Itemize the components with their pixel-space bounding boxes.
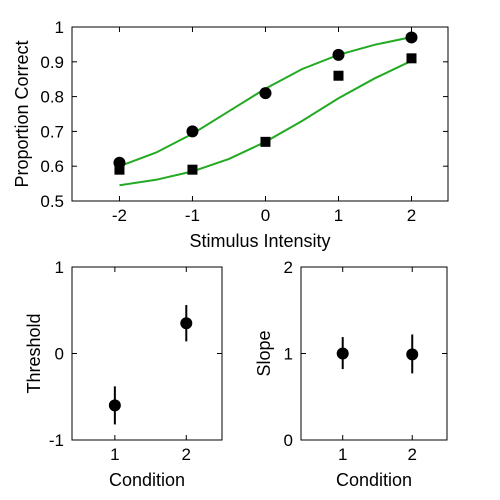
data-point-square bbox=[333, 70, 344, 81]
data-point-circle bbox=[180, 317, 193, 330]
x-tick-label: 1 bbox=[338, 445, 347, 464]
threshold-panel: 1 2 -1 0 1 Condition Threshold bbox=[24, 258, 223, 490]
x-tick-label: -1 bbox=[185, 206, 200, 225]
data-point-circle bbox=[332, 48, 345, 61]
x-tick-label: 2 bbox=[407, 206, 416, 225]
x-axis-label: Stimulus Intensity bbox=[189, 231, 330, 251]
data-point-square bbox=[114, 164, 125, 175]
x-tick-label: 2 bbox=[182, 445, 191, 464]
data-point-circle bbox=[406, 348, 419, 361]
axes-box bbox=[71, 266, 223, 441]
y-tick-label: 1 bbox=[55, 18, 64, 37]
data-point-circle bbox=[186, 125, 199, 138]
axes-box bbox=[71, 26, 449, 202]
data-point-circle bbox=[405, 31, 418, 44]
y-tick-label: 0 bbox=[284, 431, 293, 450]
y-tick-label: 0.7 bbox=[40, 122, 64, 141]
y-axis-label: Threshold bbox=[24, 313, 44, 393]
y-tick-label: 0 bbox=[55, 345, 64, 364]
fit-curve bbox=[119, 59, 412, 187]
y-tick-label: 0.9 bbox=[40, 53, 64, 72]
y-tick-label: 1 bbox=[55, 258, 64, 277]
y-axis-label: Proportion Correct bbox=[12, 40, 32, 187]
x-axis-label: Condition bbox=[336, 470, 412, 490]
x-tick-label: 2 bbox=[408, 445, 417, 464]
data-point-circle bbox=[336, 347, 349, 360]
y-tick-label: 0.8 bbox=[40, 88, 64, 107]
x-tick-label: 1 bbox=[334, 206, 343, 225]
x-tick-label: 0 bbox=[261, 206, 270, 225]
y-tick-label: 0.5 bbox=[40, 192, 64, 211]
y-tick-label: 0.6 bbox=[40, 157, 64, 176]
y-tick-label: 1 bbox=[284, 345, 293, 364]
y-tick-label: -1 bbox=[49, 431, 64, 450]
x-tick-label: -2 bbox=[112, 206, 127, 225]
data-point-circle bbox=[108, 399, 121, 412]
y-axis-label: Slope bbox=[254, 330, 274, 376]
slope-panel: 1 2 0 1 2 Condition Slope bbox=[254, 258, 448, 490]
y-tick-label: 2 bbox=[284, 258, 293, 277]
x-tick-label: 1 bbox=[110, 445, 119, 464]
axes-box bbox=[300, 266, 448, 441]
data-point-square bbox=[260, 136, 271, 147]
data-point-square bbox=[187, 164, 198, 175]
data-point-square bbox=[406, 53, 417, 64]
x-axis-label: Condition bbox=[109, 470, 185, 490]
data-point-circle bbox=[259, 87, 272, 100]
